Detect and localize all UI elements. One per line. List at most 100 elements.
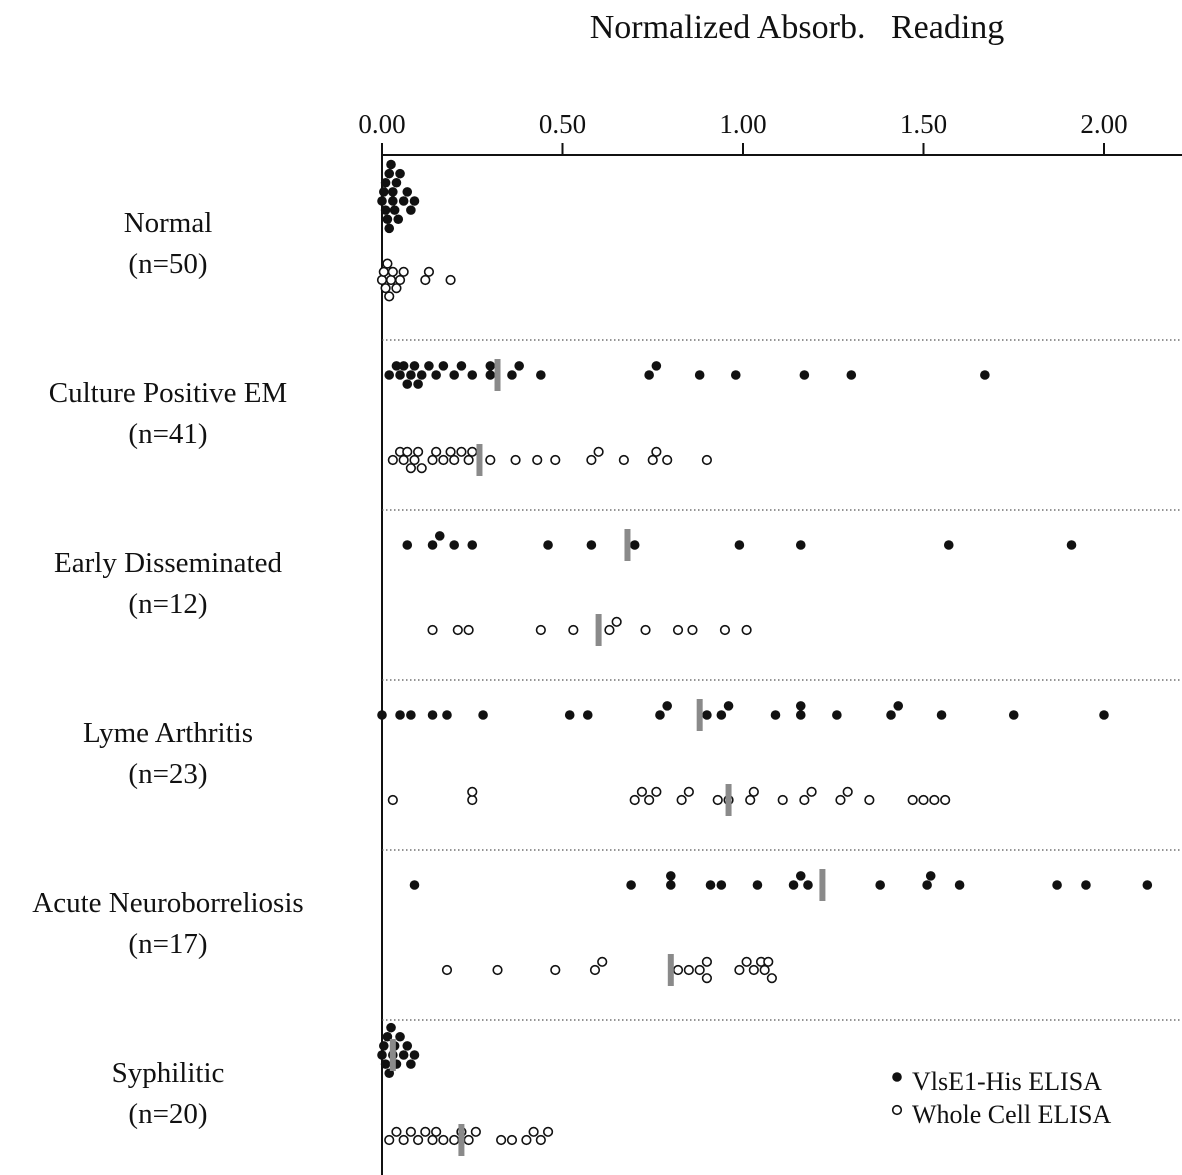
- vlse1-data-point: [409, 880, 420, 890]
- vlse1-data-point: [406, 370, 416, 380]
- whole-cell-data-point: [445, 274, 456, 286]
- x-tick-label: 0.50: [539, 109, 586, 139]
- vlse1-data-point: [409, 1050, 420, 1060]
- whole-cell-data-point: [766, 973, 777, 984]
- vlse1-data-point: [799, 370, 810, 380]
- whole-cell-data-point: [719, 624, 731, 636]
- vlse1-data-point: [377, 1050, 387, 1060]
- group-name-label: Early Disseminated: [54, 547, 282, 579]
- whole-cell-data-point: [683, 786, 694, 797]
- whole-cell-data-point: [528, 1126, 539, 1137]
- whole-cell-data-point: [376, 274, 388, 286]
- whole-cell-median-marker: [595, 614, 602, 646]
- vlse1-data-point: [832, 710, 842, 720]
- vlse1-data-point: [386, 159, 396, 170]
- legend-label-vlse1: VlsE1-His ELISA: [912, 1067, 1102, 1096]
- vlse1-data-point: [384, 223, 395, 234]
- group-name-label: Lyme Arthritis: [83, 717, 253, 749]
- group-name-label: Culture Positive EM: [49, 377, 287, 409]
- vlse1-data-point: [1081, 880, 1091, 890]
- vlse1-median-marker: [494, 359, 501, 391]
- whole-cell-data-point: [398, 1134, 409, 1146]
- vlse1-data-point: [380, 177, 391, 188]
- whole-cell-data-point: [427, 454, 438, 466]
- whole-cell-data-point: [759, 964, 770, 976]
- vlse1-data-point: [395, 1031, 405, 1042]
- whole-cell-data-point: [394, 274, 406, 286]
- whole-cell-data-point: [391, 1126, 402, 1137]
- vlse1-data-point: [379, 187, 389, 197]
- whole-cell-data-point: [467, 794, 478, 806]
- whole-cell-data-point: [431, 446, 442, 457]
- whole-cell-data-point: [842, 786, 853, 797]
- whole-cell-data-point: [405, 1126, 416, 1137]
- vlse1-data-point: [467, 370, 478, 380]
- data-points: [376, 159, 1153, 1146]
- whole-cell-data-point: [741, 956, 752, 967]
- vlse1-data-point: [388, 187, 398, 197]
- whole-cell-data-point: [438, 1134, 449, 1146]
- whole-cell-data-point: [550, 964, 561, 976]
- vlse1-data-point: [734, 540, 745, 550]
- whole-cell-data-point: [420, 1126, 431, 1137]
- whole-cell-data-point: [568, 624, 579, 636]
- vlse1-data-point: [391, 361, 402, 371]
- vlse1-data-point: [427, 540, 438, 550]
- legend-label-whole-cell: Whole Cell ELISA: [912, 1100, 1112, 1129]
- vlse1-data-point: [478, 710, 488, 720]
- vlse1-data-point: [467, 540, 478, 550]
- whole-cell-data-point: [532, 454, 543, 466]
- vlse1-data-point: [507, 370, 517, 380]
- vlse1-data-point: [644, 370, 654, 380]
- vlse1-median-marker: [389, 1039, 396, 1071]
- vlse1-data-point: [456, 361, 467, 371]
- vlse1-data-point: [395, 710, 405, 720]
- vlse1-data-point: [795, 540, 806, 550]
- group-n-label: (n=20): [128, 1098, 207, 1130]
- x-axis: [381, 154, 1182, 1175]
- vlse1-data-point: [406, 1059, 416, 1069]
- group-name-label: Syphilitic: [112, 1057, 225, 1089]
- vlse1-data-point: [416, 370, 427, 380]
- whole-cell-data-point: [535, 624, 546, 636]
- median-markers: [389, 359, 826, 1156]
- whole-cell-data-point: [382, 258, 393, 269]
- whole-cell-data-point: [694, 964, 705, 976]
- whole-cell-data-point: [398, 454, 409, 466]
- vlse1-data-point: [626, 880, 636, 890]
- group-labels: Normal (n=50) Culture Positive EM (n=41) Ear…: [32, 207, 303, 1130]
- whole-cell-data-point: [463, 454, 474, 466]
- vlse1-data-point: [402, 1041, 413, 1051]
- whole-cell-data-point: [521, 1134, 532, 1146]
- vlse1-data-point: [846, 370, 857, 380]
- whole-cell-median-marker: [476, 444, 483, 476]
- vlse1-data-point: [543, 540, 553, 550]
- vlse1-data-point: [382, 214, 393, 225]
- whole-cell-median-marker: [667, 954, 674, 986]
- vlse1-data-point: [1008, 710, 1019, 720]
- vlse1-data-point: [586, 540, 597, 550]
- whole-cell-data-point: [651, 786, 662, 797]
- vlse1-data-point: [694, 370, 705, 380]
- vlse1-data-point: [1099, 710, 1109, 720]
- whole-cell-data-point: [431, 1126, 442, 1137]
- whole-cell-data-point: [378, 266, 389, 277]
- group-n-label: (n=17): [128, 928, 207, 960]
- vlse1-data-point: [485, 370, 496, 380]
- vlse1-data-point: [705, 880, 716, 890]
- whole-cell-data-point: [929, 794, 940, 806]
- group-n-label: (n=23): [128, 758, 207, 790]
- vlse1-data-point: [449, 370, 460, 380]
- whole-cell-data-point: [380, 283, 391, 294]
- whole-cell-data-point: [777, 794, 788, 806]
- whole-cell-data-point: [629, 794, 640, 806]
- vlse1-data-point: [1142, 880, 1153, 890]
- vlse1-data-point: [431, 370, 441, 380]
- vlse1-data-point: [702, 710, 712, 720]
- vlse1-data-point: [395, 168, 405, 179]
- group-n-label: (n=50): [128, 248, 207, 280]
- vlse1-median-marker: [696, 699, 703, 731]
- vlse1-data-point: [1066, 540, 1077, 550]
- whole-cell-data-point: [687, 624, 698, 636]
- vlse1-data-point: [406, 205, 416, 215]
